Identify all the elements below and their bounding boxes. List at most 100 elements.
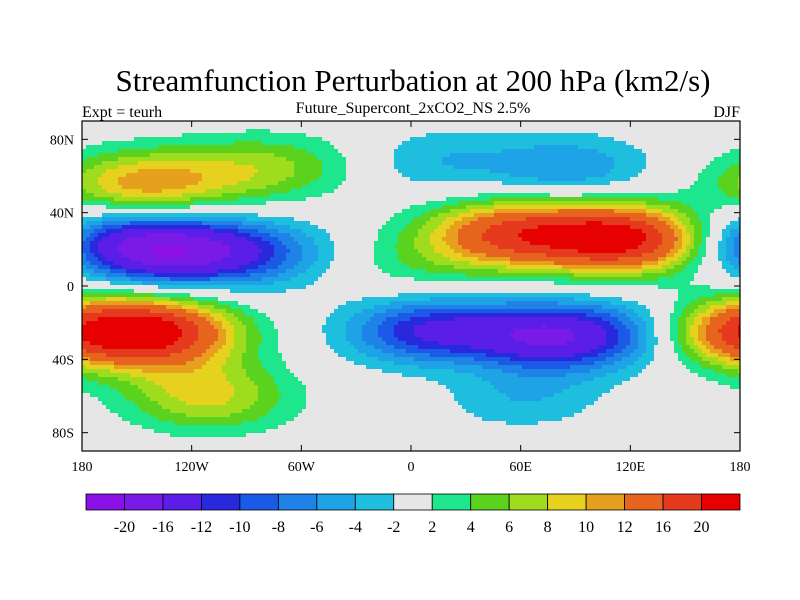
field-cell [206,409,211,414]
field-cell [190,433,195,438]
field-cell [182,393,187,398]
field-cell [178,157,183,162]
field-cell [190,409,195,414]
field-cell [166,389,171,394]
field-cell [106,445,111,450]
field-cell [242,137,247,142]
field-cell [274,433,279,438]
field-cell [230,237,235,242]
field-cell [134,197,139,202]
field-cell [182,377,187,382]
field-cell [118,173,123,178]
field-cell [194,373,199,378]
field-cell [286,321,291,326]
field-cell [238,173,243,178]
field-cell [218,221,223,226]
field-cell [186,205,191,210]
field-cell [170,217,175,222]
field-cell [102,361,107,366]
field-cell [82,157,87,162]
field-cell [302,421,307,426]
field-cell [290,285,295,290]
field-cell [210,329,215,334]
field-cell [286,361,291,366]
field-cell [314,341,319,346]
field-cell [138,253,143,258]
field-cell [178,205,183,210]
field-cell [110,277,115,282]
field-cell [290,177,295,182]
field-cell [318,289,323,294]
field-cell [310,173,315,178]
field-cell [174,137,179,142]
field-cell [150,441,155,446]
field-cell [150,161,155,166]
field-cell [170,433,175,438]
field-cell [158,425,163,430]
field-cell [290,149,295,154]
field-cell [162,265,167,270]
field-cell [190,293,195,298]
field-cell [182,297,187,302]
field-cell [230,333,235,338]
field-cell [98,221,103,226]
field-cell [270,309,275,314]
field-cell [170,185,175,190]
field-cell [86,385,91,390]
field-cell [170,289,175,294]
field-cell [142,209,147,214]
field-cell [170,241,175,246]
field-cell [90,245,95,250]
field-cell [186,309,191,314]
field-cell [82,425,87,430]
field-cell [182,145,187,150]
field-cell [102,277,107,282]
field-cell [122,317,127,322]
field-cell [234,321,239,326]
field-cell [138,293,143,298]
field-cell [266,333,271,338]
field-cell [118,221,123,226]
field-cell [302,173,307,178]
field-cell [282,189,287,194]
field-cell [266,325,271,330]
field-cell [138,297,143,302]
field-cell [310,165,315,170]
field-cell [146,389,151,394]
field-cell [294,437,299,442]
field-cell [226,397,231,402]
field-cell [166,217,171,222]
field-cell [166,237,171,242]
field-cell [114,245,119,250]
field-cell [314,237,319,242]
field-cell [158,369,163,374]
field-cell [218,397,223,402]
field-cell [262,229,267,234]
field-cell [150,317,155,322]
field-cell [82,437,87,442]
field-cell [306,121,311,126]
field-cell [214,321,219,326]
field-cell [266,125,271,130]
field-cell [206,229,211,234]
field-cell [82,337,87,342]
field-cell [138,121,143,126]
field-cell [314,205,319,210]
field-cell [94,157,99,162]
field-cell [190,233,195,238]
field-cell [122,269,127,274]
field-cell [242,201,247,206]
field-cell [318,269,323,274]
field-cell [222,253,227,258]
field-cell [314,313,319,318]
field-cell [254,325,259,330]
field-cell [82,413,87,418]
field-cell [118,269,123,274]
field-cell [86,201,91,206]
field-cell [234,289,239,294]
field-cell [86,249,91,254]
field-cell [150,389,155,394]
field-cell [258,173,263,178]
field-cell [190,177,195,182]
field-cell [206,329,211,334]
